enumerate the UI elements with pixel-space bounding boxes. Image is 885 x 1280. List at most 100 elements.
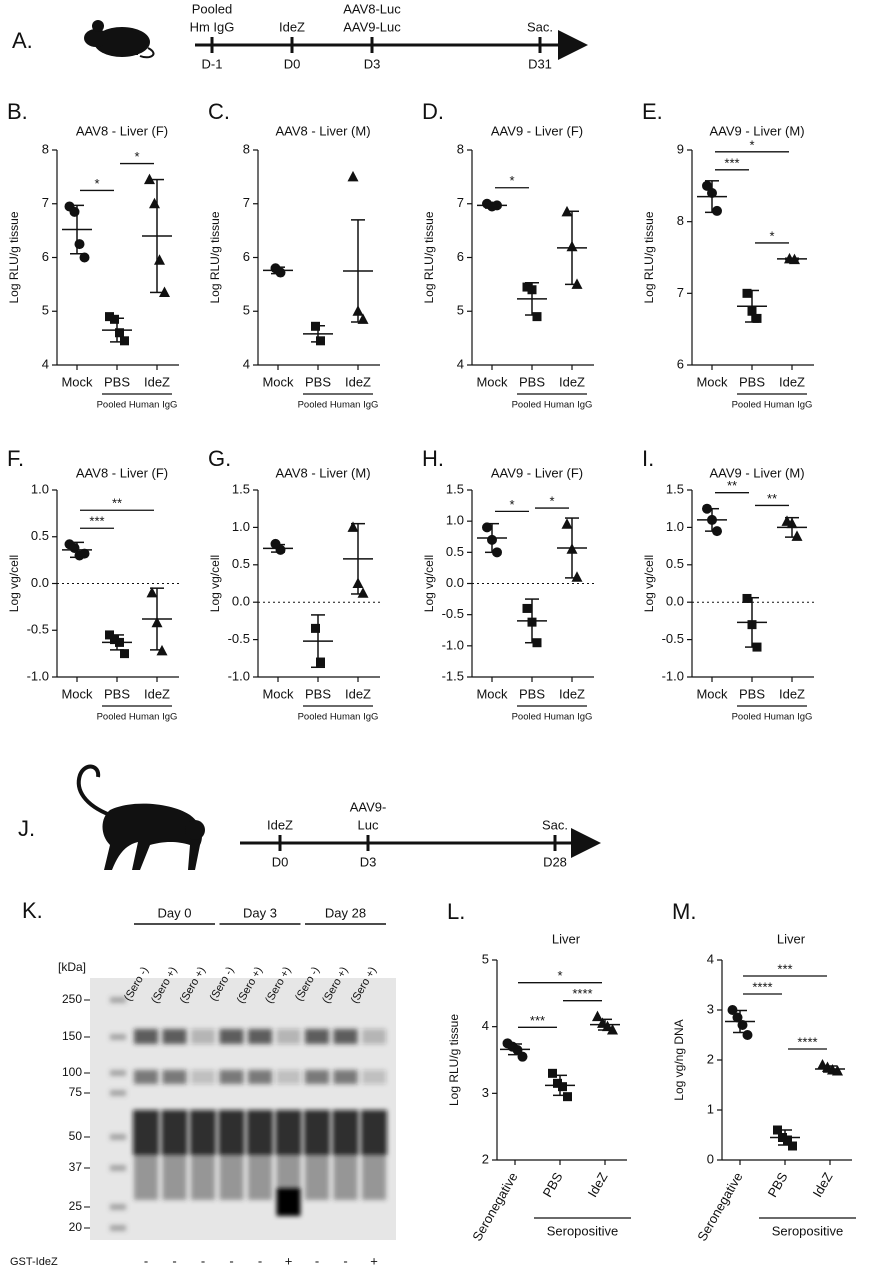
y-tick-label: 2 — [482, 1151, 489, 1166]
x-tick-label: PBS — [519, 374, 545, 389]
y-tick-label: 9 — [677, 141, 684, 156]
y-tick-label: 2 — [707, 1051, 714, 1066]
chart-title: AAV9 - Liver (F) — [491, 465, 583, 480]
ladder-label: 20 — [69, 1220, 83, 1234]
x-tick-label: Mock — [696, 686, 728, 701]
event-day: D3 — [360, 854, 377, 869]
band — [218, 1110, 245, 1155]
band — [333, 1155, 358, 1200]
band — [305, 1070, 329, 1084]
y-tick-label: 1.5 — [666, 481, 684, 496]
event-day: D3 — [364, 56, 381, 71]
band — [276, 1070, 301, 1084]
y-axis-label: Log RLU/g tissue — [422, 211, 436, 303]
data-point — [592, 1010, 603, 1022]
ladder-label: 37 — [69, 1160, 83, 1174]
ladder-band — [110, 997, 126, 1003]
x-tick-label: IdeZ — [559, 686, 585, 701]
y-tick-label: 5 — [457, 303, 464, 318]
data-point — [347, 170, 359, 182]
band — [248, 1029, 272, 1044]
band — [134, 1155, 158, 1200]
data-point — [144, 173, 155, 185]
band — [191, 1070, 215, 1084]
y-tick-label: 0.5 — [31, 528, 49, 543]
blot-membrane — [90, 978, 396, 1240]
band — [305, 1029, 329, 1044]
y-tick-label: 1.0 — [31, 481, 49, 496]
y-tick-label: -0.5 — [442, 606, 464, 621]
significance-label: * — [549, 493, 554, 508]
data-point — [832, 1065, 843, 1076]
event-day: D31 — [528, 56, 552, 71]
y-tick-label: 3 — [482, 1085, 489, 1100]
event-label: AAV9-Luc — [343, 19, 401, 34]
significance-label: * — [509, 497, 514, 512]
monkey-icon — [76, 764, 205, 870]
data-point — [532, 312, 542, 322]
significance-label: ** — [767, 491, 777, 506]
data-point — [563, 1092, 572, 1102]
data-point — [522, 282, 532, 292]
band — [248, 1070, 272, 1084]
ladder-label: 75 — [69, 1085, 83, 1099]
band — [304, 1110, 330, 1155]
ladder-label: 25 — [69, 1199, 83, 1213]
lane-sign: + — [370, 1253, 378, 1268]
ladder-band — [110, 1034, 126, 1040]
y-axis-label: Log RLU/g tissue — [7, 211, 21, 303]
significance-label: *** — [89, 514, 104, 529]
group-label: Pooled Human IgG — [97, 400, 178, 411]
significance-label: * — [769, 228, 774, 243]
ladder-label: 50 — [69, 1129, 83, 1143]
y-tick-label: 0.5 — [446, 544, 464, 559]
significance-label: * — [749, 137, 754, 152]
data-point — [316, 657, 325, 667]
band — [362, 1070, 386, 1084]
event-label: Sac. — [527, 19, 553, 34]
x-tick-label: Mock — [262, 686, 294, 701]
group-label: Seropositive — [772, 1223, 844, 1238]
data-point — [742, 288, 752, 298]
panel-label: J. — [18, 816, 35, 841]
y-tick-label: 8 — [677, 213, 684, 228]
panel-label: L. — [447, 899, 465, 924]
panel-label: H. — [422, 446, 444, 471]
y-tick-label: 7 — [677, 285, 684, 300]
group-label: Pooled Human IgG — [298, 400, 379, 411]
event-label: IdeZ — [267, 817, 293, 832]
unit-label: [kDa] — [58, 960, 86, 974]
x-tick-label: IdeZ — [779, 374, 805, 389]
day-label: Day 28 — [325, 905, 366, 920]
ladder-band — [110, 1165, 126, 1171]
y-tick-label: 0.0 — [232, 594, 250, 609]
y-tick-label: -1.0 — [662, 668, 684, 683]
data-point — [120, 336, 129, 346]
data-point — [79, 252, 90, 263]
y-tick-label: 1.5 — [446, 481, 464, 496]
band — [333, 1029, 358, 1044]
x-tick-label: PBS — [739, 374, 765, 389]
mouse-icon — [84, 20, 155, 59]
ladder-label: 100 — [62, 1065, 82, 1079]
data-point — [154, 254, 165, 265]
band — [219, 1155, 244, 1200]
group-label: Pooled Human IgG — [732, 712, 813, 723]
chart-title: AAV8 - Liver (M) — [275, 123, 370, 138]
data-point — [752, 313, 762, 323]
significance-label: * — [134, 149, 139, 164]
band — [162, 1155, 187, 1200]
x-tick-label: IdeZ — [345, 686, 371, 701]
band — [162, 1029, 187, 1044]
y-tick-label: 0.5 — [666, 556, 684, 571]
x-tick-label: PBS — [305, 686, 331, 701]
chart-title: AAV8 - Liver (F) — [76, 123, 168, 138]
band — [162, 1070, 187, 1084]
data-point — [553, 1078, 562, 1088]
significance-label: * — [557, 968, 562, 983]
y-tick-label: 1 — [707, 1101, 714, 1116]
data-point — [712, 205, 722, 216]
significance-label: ** — [727, 478, 737, 493]
y-tick-label: 1.0 — [232, 519, 250, 534]
